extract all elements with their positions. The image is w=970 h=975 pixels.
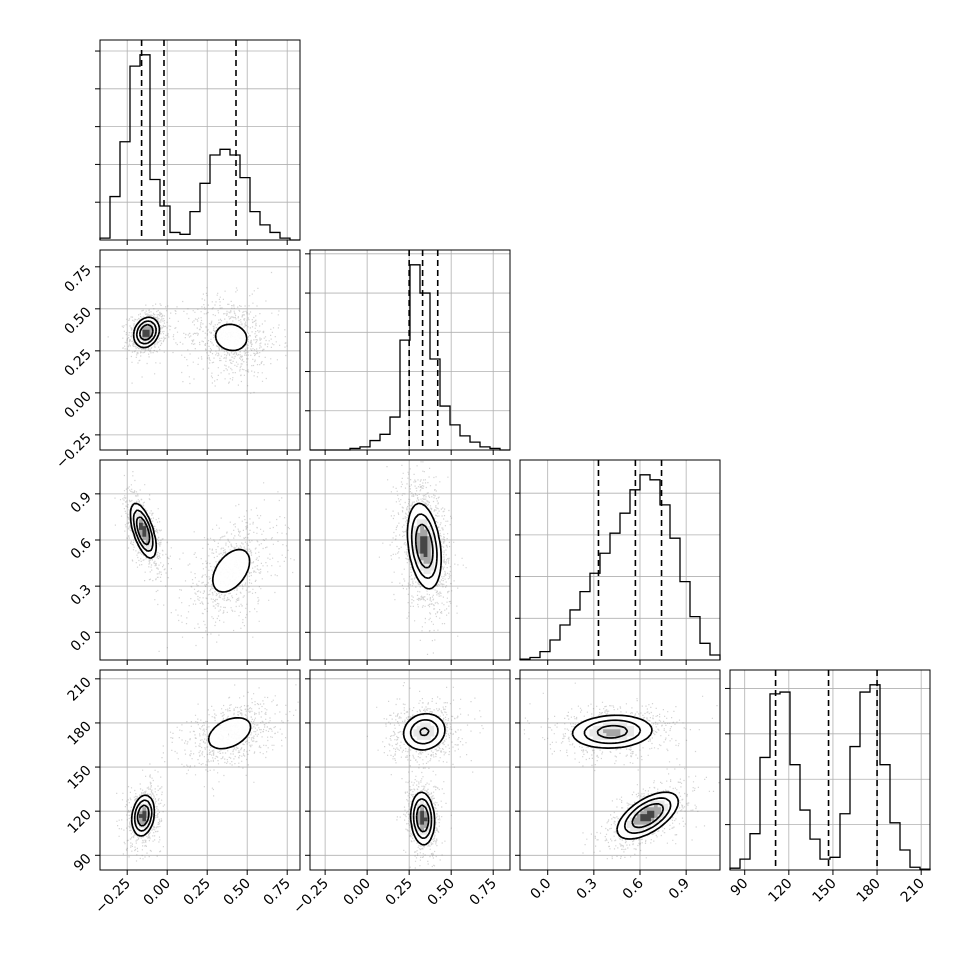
x-tick-label: 0.50 xyxy=(221,876,254,909)
contour-line xyxy=(410,513,438,580)
y-tick-label: 180 xyxy=(65,718,95,748)
x-tick-label: 0.25 xyxy=(383,876,416,909)
x-tick-label: 0.9 xyxy=(666,876,693,903)
histogram-step xyxy=(729,684,931,870)
y-tick-label: 120 xyxy=(65,807,95,837)
y-tick-label: 0.50 xyxy=(61,304,94,337)
density-shade xyxy=(603,729,662,825)
y-tick-label: 90 xyxy=(71,851,95,875)
density-shade xyxy=(139,810,147,822)
panel-frame xyxy=(519,459,721,661)
sample-points xyxy=(378,461,467,655)
density-shade xyxy=(142,329,150,337)
contour-panel-p1-p4: −0.25 0.00 0.25 0.50 0.75 90 120 150 180 210 xyxy=(65,669,301,918)
contour-line xyxy=(132,509,154,553)
x-tick-label: 0.0 xyxy=(527,876,554,903)
contour-line xyxy=(136,804,150,827)
histogram-panel-p1 xyxy=(95,39,301,245)
density-shade xyxy=(132,316,248,351)
y-tick-label: 150 xyxy=(65,763,95,793)
contour-line xyxy=(133,733,229,832)
contour-line xyxy=(583,719,672,834)
contour-panel-p2-p4: −0.25 0.00 0.25 0.50 0.75 xyxy=(290,669,511,918)
histogram-panel-p3 xyxy=(515,459,721,665)
histogram-step xyxy=(99,54,300,241)
x-tick-label: 0.00 xyxy=(141,876,174,909)
contour-line xyxy=(130,716,252,837)
panel-content xyxy=(378,461,467,655)
panel-frame xyxy=(309,249,511,451)
x-tick-label: 180 xyxy=(854,876,884,906)
x-tick-label: −0.25 xyxy=(290,876,332,918)
x-tick-label: 0.3 xyxy=(574,876,601,903)
panel-frame xyxy=(99,249,301,451)
y-tick-label: 0.9 xyxy=(68,489,95,516)
panel-frame xyxy=(309,669,511,871)
contour-panel-p3-p4: 0.0 0.3 0.6 0.9 xyxy=(515,669,721,903)
x-tick-label: 0.6 xyxy=(620,875,647,902)
contour-line xyxy=(414,523,434,569)
x-tick-label: 150 xyxy=(810,876,840,906)
panel-content xyxy=(366,682,484,869)
histogram-step xyxy=(310,264,510,451)
x-tick-label: 120 xyxy=(765,876,795,906)
y-tick-label: 0.75 xyxy=(61,262,94,295)
y-tick-label: 210 xyxy=(65,674,95,704)
x-tick-label: −0.25 xyxy=(92,876,134,918)
density-shade xyxy=(139,522,147,537)
y-tick-label: 0.00 xyxy=(61,388,94,421)
panel-frame xyxy=(519,669,721,871)
y-tick-label: −0.25 xyxy=(53,430,95,472)
density-shade xyxy=(640,810,655,822)
contour-panel-p1-p2: −0.25 0.00 0.25 0.50 0.75 xyxy=(53,249,301,472)
contour-line xyxy=(409,718,439,839)
y-tick-label: 0.0 xyxy=(68,628,95,655)
panel-frame xyxy=(99,39,301,241)
sample-points xyxy=(523,682,720,860)
sample-points xyxy=(107,271,288,394)
histogram-step xyxy=(519,474,721,660)
x-tick-label: 210 xyxy=(898,876,928,906)
contour-line xyxy=(596,724,665,829)
x-tick-label: 0.75 xyxy=(261,876,294,909)
contour-line xyxy=(132,316,248,352)
x-tick-label: 0.75 xyxy=(467,876,500,909)
density-shade xyxy=(128,502,252,591)
x-tick-label: 0.50 xyxy=(425,876,458,909)
x-tick-label: 0.25 xyxy=(181,876,214,909)
x-tick-label: 0.00 xyxy=(341,876,374,909)
panel-content xyxy=(116,684,299,862)
panel-frame xyxy=(99,459,301,661)
histogram-panel-p2 xyxy=(305,249,511,455)
density-shade xyxy=(420,810,428,825)
contour-line xyxy=(402,712,446,846)
contour-line xyxy=(129,502,251,593)
contour-line xyxy=(138,323,154,341)
panel-content xyxy=(114,471,295,652)
contour-line xyxy=(415,726,430,833)
contour-line xyxy=(135,320,157,345)
contour-line xyxy=(406,502,443,590)
x-tick-label: 90 xyxy=(728,876,752,900)
panel-content xyxy=(107,271,288,394)
y-tick-label: 0.6 xyxy=(68,535,95,562)
sample-points xyxy=(114,471,295,652)
y-tick-label: 0.3 xyxy=(68,582,95,609)
panel-frame xyxy=(309,459,511,661)
y-tick-label: 0.25 xyxy=(61,346,94,379)
density-shade xyxy=(589,722,668,832)
density-shade xyxy=(420,536,428,557)
contour-panel-p1-p3: 0.0 0.3 0.6 0.9 xyxy=(68,459,301,665)
panel-content xyxy=(523,682,720,860)
panel-frame xyxy=(729,669,931,871)
contour-panel-p2-p3 xyxy=(305,459,511,665)
histogram-panel-p4: 90 120 150 180 210 xyxy=(725,669,931,906)
contour-line xyxy=(571,714,680,840)
contour-line xyxy=(135,516,151,546)
panel-frame xyxy=(99,669,301,871)
